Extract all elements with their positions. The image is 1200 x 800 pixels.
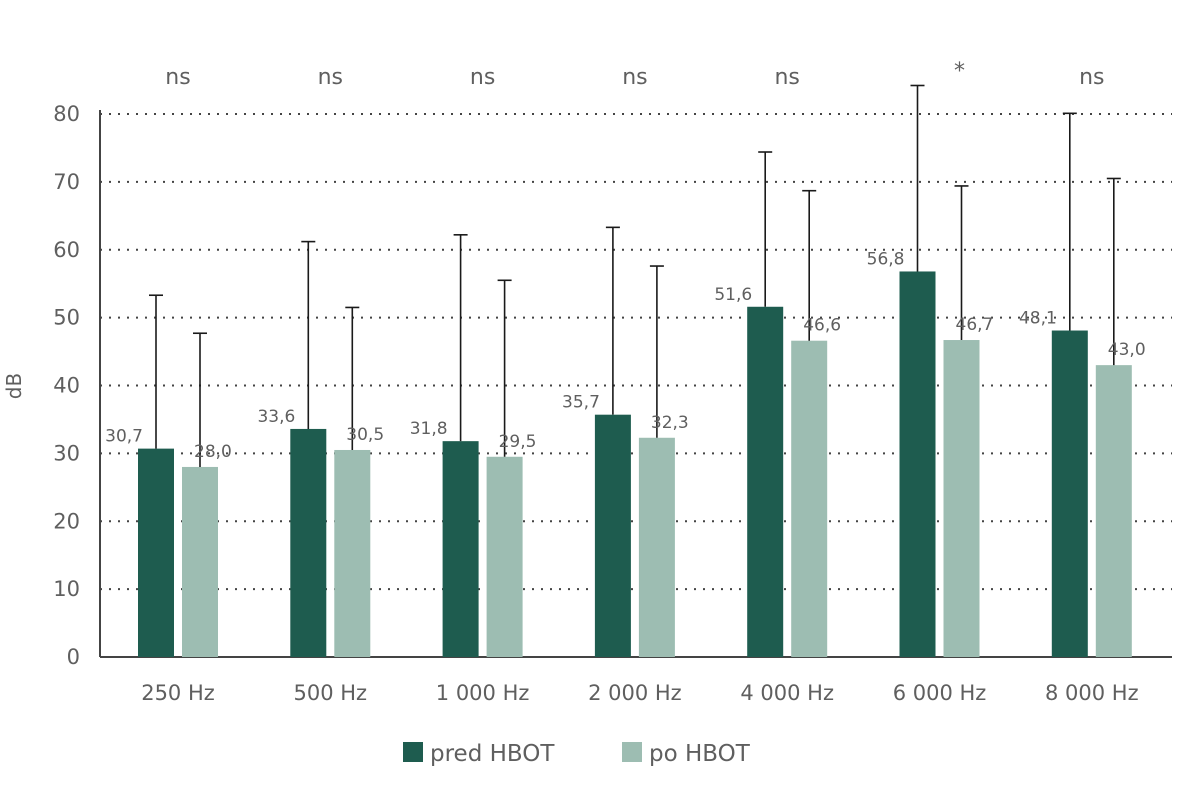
value-label-po: 46,7 bbox=[956, 315, 994, 335]
bar-po-5 bbox=[943, 340, 980, 657]
x-tick-label: 1 000 Hz bbox=[436, 681, 530, 705]
value-label-po: 46,6 bbox=[803, 316, 841, 336]
x-tick-label: 2 000 Hz bbox=[588, 681, 682, 705]
bar-pred-1 bbox=[290, 428, 327, 657]
y-tick-label: 0 bbox=[67, 645, 80, 669]
value-label-pred: 35,7 bbox=[562, 393, 600, 413]
value-label-pred: 48,1 bbox=[1019, 309, 1057, 329]
legend-swatch-pred-hbot bbox=[403, 742, 423, 762]
bar-pred-2 bbox=[442, 441, 479, 657]
bar-pred-5 bbox=[899, 271, 936, 657]
bar-pred-3 bbox=[594, 414, 631, 657]
value-label-pred: 31,8 bbox=[410, 419, 448, 439]
axes bbox=[99, 110, 1172, 658]
y-tick-label: 60 bbox=[53, 238, 80, 262]
significance-label: ns bbox=[165, 65, 190, 90]
x-tick-label: 250 Hz bbox=[141, 681, 215, 705]
bar-po-6 bbox=[1095, 365, 1132, 657]
value-label-pred: 33,6 bbox=[257, 407, 295, 427]
y-tick-label: 10 bbox=[53, 577, 80, 601]
value-label-po: 32,3 bbox=[651, 413, 689, 433]
significance-label: ns bbox=[774, 65, 799, 90]
legend-label-pred-hbot: pred HBOT bbox=[430, 741, 555, 767]
x-tick-label: 500 Hz bbox=[294, 681, 368, 705]
x-tick-label: 8 000 Hz bbox=[1045, 681, 1139, 705]
legend-label-po-hbot: po HBOT bbox=[649, 741, 751, 767]
y-tick-label: 40 bbox=[53, 374, 80, 398]
bar-po-3 bbox=[638, 437, 675, 657]
significance-label: ns bbox=[470, 65, 495, 90]
bar-po-2 bbox=[486, 456, 523, 657]
legend-swatch-po-hbot bbox=[622, 742, 642, 762]
y-tick-label: 30 bbox=[53, 441, 80, 465]
significance-label: ns bbox=[1079, 65, 1104, 90]
labels: 0 10 20 30 40 50 60 70 80 30,7 28,0 250 Hz ns 33,6 30,… bbox=[53, 59, 1145, 705]
value-label-po: 30,5 bbox=[346, 425, 384, 445]
value-label-pred: 51,6 bbox=[714, 285, 752, 305]
significance-label: ns bbox=[318, 65, 343, 90]
bars bbox=[138, 84, 1132, 657]
y-tick-label: 70 bbox=[53, 170, 80, 194]
y-tick-label: 50 bbox=[53, 306, 80, 330]
bar-po-4 bbox=[791, 340, 828, 657]
bar-po-1 bbox=[334, 449, 371, 657]
x-tick-label: 6 000 Hz bbox=[893, 681, 987, 705]
gridlines bbox=[100, 113, 1172, 591]
bar-po-0 bbox=[182, 466, 218, 657]
y-tick-label: 20 bbox=[53, 509, 80, 533]
y-axis-title: dB bbox=[2, 373, 26, 399]
significance-label: * bbox=[954, 59, 965, 84]
value-label-pred: 30,7 bbox=[105, 427, 143, 447]
bar-pred-6 bbox=[1051, 330, 1088, 657]
value-label-po: 28,0 bbox=[194, 442, 232, 462]
value-label-pred: 56,8 bbox=[867, 249, 905, 269]
value-label-po: 29,5 bbox=[499, 432, 537, 452]
bar-pred-4 bbox=[747, 306, 784, 657]
significance-label: ns bbox=[622, 65, 647, 90]
legend: pred HBOT po HBOT bbox=[403, 741, 751, 767]
bar-pred-0 bbox=[138, 448, 174, 657]
value-label-po: 43,0 bbox=[1108, 340, 1146, 360]
y-tick-label: 80 bbox=[53, 102, 80, 126]
x-tick-label: 4 000 Hz bbox=[740, 681, 834, 705]
